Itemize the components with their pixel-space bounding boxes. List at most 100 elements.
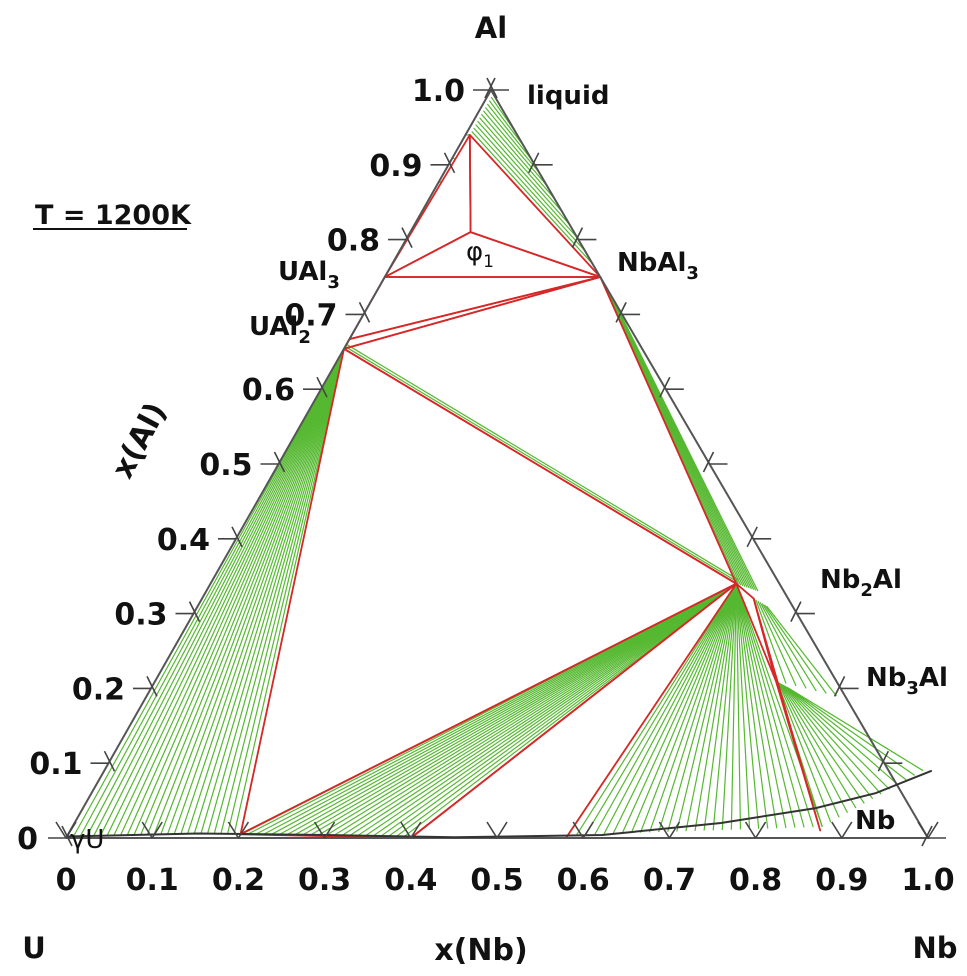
tick-bottom-0 <box>55 821 67 839</box>
tick-label-bottom-9: 0.9 <box>815 863 868 898</box>
tie-line-nb2al-bcc-right <box>712 583 737 831</box>
tie-line-nb3al-nb <box>781 684 874 800</box>
tick-bottom-5 <box>486 821 498 839</box>
tick-label-left-6: 0.6 <box>242 373 295 408</box>
tie-line-liquid-nbal3 <box>473 127 586 252</box>
phase-label-nb2al: Nb2Al <box>820 565 902 601</box>
phase-label-phi1: φ1 <box>466 237 494 272</box>
tick-label-left-1: 0.1 <box>29 747 82 782</box>
tick-right-b-9 <box>527 152 540 174</box>
tie-line-nb2al-bcc-right <box>594 583 737 835</box>
tick-left-b-8 <box>401 227 413 248</box>
tick-bottom-6 <box>572 821 584 839</box>
tie-line-nb2al-bcc-right <box>735 583 778 829</box>
tick-bottom-b-9 <box>841 821 853 839</box>
three-phase-triangle-11 <box>752 597 822 832</box>
tie-line-nb2al-bcc-left <box>294 583 737 836</box>
tie-line-nb2al-bcc-left <box>256 583 737 835</box>
phase-label-phi1-base: φ <box>466 237 483 267</box>
tick-bottom-10 <box>917 821 929 839</box>
tick-left-b-9 <box>443 152 456 174</box>
tie-line-nb2al-bcc-left <box>364 583 737 837</box>
tick-bottom-b-2 <box>237 821 250 839</box>
tie-line-liquid-nbal3 <box>484 107 540 173</box>
tick-bottom-b-1 <box>151 821 163 839</box>
tick-label-left-2: 0.2 <box>72 672 125 707</box>
tick-left-b-10 <box>486 77 498 99</box>
tie-line-nbal3-nb2al <box>612 299 759 592</box>
temperature-label: T = 1200K <box>35 200 192 231</box>
tie-line-ual2-nb2al <box>344 346 738 583</box>
tie-line-nb2al-bcc-right <box>735 583 769 829</box>
tie-line-nb2al-bcc-left <box>387 583 737 838</box>
tie-line-ual2-gammau <box>166 348 345 835</box>
tie-line-nb2al-nb3al <box>755 599 787 684</box>
tie-line-nb2al-bcc-right <box>735 583 796 828</box>
tie-line-nb3al-nb <box>784 685 890 790</box>
tick-bottom-b-8 <box>754 821 767 839</box>
tick-bottom-b-7 <box>668 821 681 839</box>
tie-line-nb3al-nb <box>780 683 865 804</box>
tie-line-nb2al-bcc-left <box>333 583 737 837</box>
tick-left-b-4 <box>231 526 243 548</box>
tie-line-nb2al-bcc-left <box>372 583 737 837</box>
tick-bottom-2 <box>227 821 240 839</box>
tick-right-b-2 <box>833 676 846 697</box>
tie-line-ual2-gammau <box>119 348 345 836</box>
tie-line-nb2al-bcc-right <box>730 583 737 830</box>
tick-label-bottom-3: 0.3 <box>298 863 351 898</box>
phase-label-ual3-sub: 3 <box>327 272 340 293</box>
phase-label-ual3: UAl3 <box>278 257 340 293</box>
tie-line-nb3al-nb <box>786 686 907 781</box>
tick-label-left-8: 0.8 <box>327 224 380 259</box>
tick-right-b-5 <box>702 451 715 473</box>
tick-label-bottom-1: 0.1 <box>126 863 179 898</box>
tie-line-ual2-gammau <box>139 348 345 836</box>
tie-line-ual2-gammau <box>160 348 345 836</box>
tie-line-nb2al-bcc-left <box>325 583 737 836</box>
tie-line-nb3al-nb <box>779 683 857 809</box>
tick-bottom-9 <box>831 821 843 839</box>
tick-right-b-1 <box>877 750 890 772</box>
tie-line-nb3al-nb <box>776 681 832 823</box>
tie-line-nb2al-bcc-left <box>356 583 737 837</box>
tick-left-b-1 <box>103 750 116 772</box>
tick-labels: 0 0.1 0.1 0.2 0.2 0.3 0.3 0.4 0.4 0.5 0.5 0.6 0.6 0.7… <box>17 74 954 898</box>
tie-line-nb3al-nb <box>788 687 924 772</box>
tie-line-nb2al-bcc-left <box>379 583 737 838</box>
tie-line-liquid-nbal3 <box>479 117 563 212</box>
tie-line-ual2-gammau <box>226 348 345 834</box>
tick-label-bottom-6: 0.6 <box>557 863 610 898</box>
tie-line-nb2al-bcc-right <box>735 583 751 830</box>
tick-label-bottom-2: 0.2 <box>212 863 265 898</box>
tie-line-liquid-nbal3 <box>475 124 578 239</box>
tick-right-b-8 <box>571 227 584 248</box>
tie-line-nb2al-bcc-left <box>302 583 737 836</box>
tie-line-nb2al-bcc-right <box>648 583 737 833</box>
corner-label-nb: Nb <box>912 931 957 965</box>
tie-line-ual2-gammau <box>146 348 345 836</box>
tick-left-b-5 <box>273 451 286 473</box>
tie-line-nb2al-bcc-right <box>630 583 737 834</box>
tie-line-nb2al-bcc-left <box>310 583 737 836</box>
axis-title-left: x(Al) <box>105 397 174 484</box>
phase-label-liquid: liquid <box>527 81 609 111</box>
tie-line-ual2-gammau <box>113 348 345 836</box>
tie-line-ual2-gammau <box>106 348 345 837</box>
tie-line-nb2al-bcc-right <box>667 583 737 832</box>
tie-line-liquid-nbal3 <box>482 110 548 186</box>
phase-label-nb: Nb <box>855 806 895 836</box>
tie-line-nb2al-nb3al <box>764 604 827 694</box>
phase-label-gamma-u: γU <box>70 825 104 855</box>
tie-line-nb2al-bcc-right <box>703 583 737 831</box>
phase-label-nb2al-sub: 2 <box>860 580 873 601</box>
tie-line-ual2-gammau <box>86 348 345 837</box>
tie-line-ual2-gammau <box>220 348 345 835</box>
tick-left-b-6 <box>316 376 328 398</box>
tie-line-ual2-gammau <box>99 348 345 837</box>
tick-bottom-7 <box>658 821 671 839</box>
tick-label-bottom-8: 0.8 <box>729 863 782 898</box>
phase-label-nb3al-tail: Al <box>919 663 948 693</box>
tick-label-bottom-0: 0 <box>56 863 77 898</box>
